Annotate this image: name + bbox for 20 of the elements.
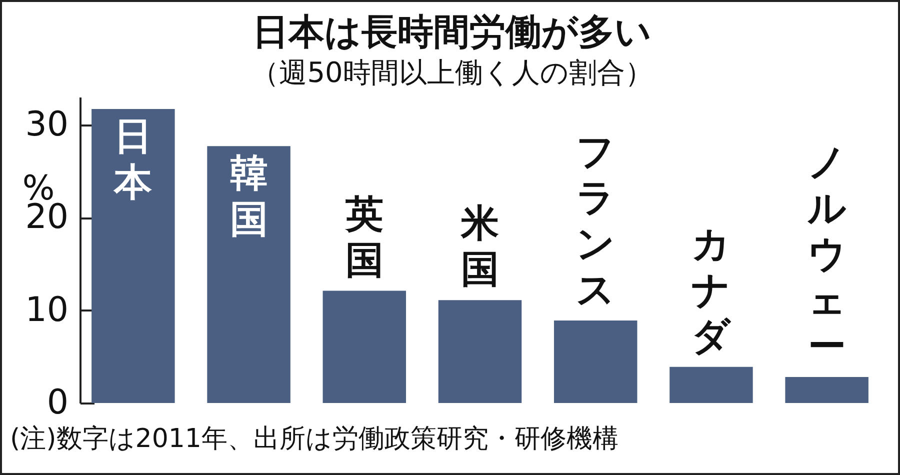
chart-title: 日本は長時間労働が多い: [252, 12, 652, 53]
text: (注)数字は2011年、出所は労働政策研究・研修機構: [10, 424, 618, 454]
bar: [785, 377, 868, 403]
bar: [92, 109, 175, 403]
y-tick-label: 10: [25, 290, 68, 330]
bar: [670, 366, 753, 403]
x-tick-label: 米国: [460, 201, 499, 292]
bar: [207, 146, 290, 403]
bar: [438, 300, 522, 403]
bar: [554, 320, 638, 403]
x-tick-label: フランス: [576, 129, 616, 312]
y-tick-label: 30: [25, 104, 68, 144]
x-tick-label: ノルウェー: [807, 140, 846, 368]
x-tick-label: 英国: [344, 192, 384, 282]
chart-subtitle: （週50時間以上働く人の割合）: [251, 56, 653, 89]
x-tick-label: 韓国: [230, 151, 268, 242]
y-tick-label: 0: [46, 382, 68, 422]
x-tick-label: カナダ: [692, 222, 732, 358]
x-tick-label: 日本: [113, 114, 152, 204]
bar: [322, 290, 406, 403]
